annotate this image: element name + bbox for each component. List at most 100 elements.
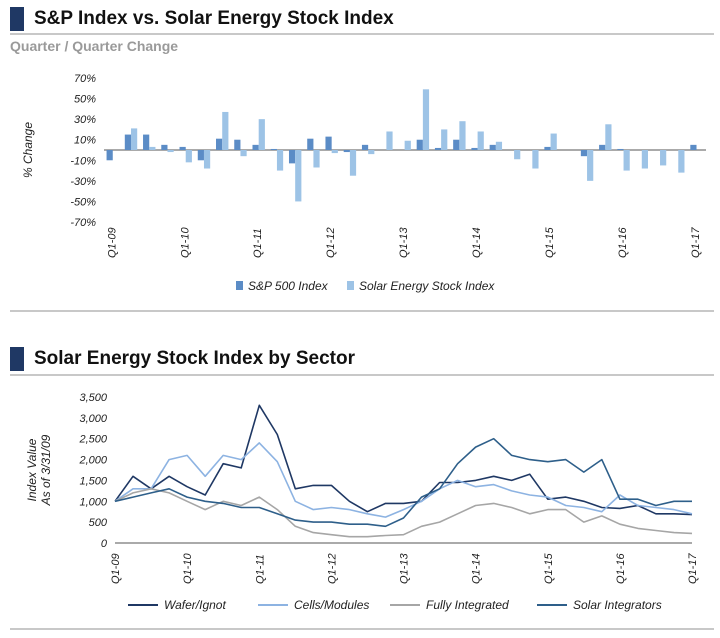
bar-sp500: [143, 134, 150, 150]
bar-solar-index: [130, 128, 138, 150]
bar-solar-index: [532, 150, 539, 169]
section-title: S&P Index vs. Solar Energy Stock Index: [34, 8, 394, 29]
bar-sp500: [471, 147, 478, 150]
bar-sp500: [124, 134, 131, 150]
bar-chart-quarterly-change: 70% 50% 30% 10% -10% -30% -50% -70% Q1-09 Q1-10 Q1…: [21, 73, 706, 293]
divider: [10, 628, 714, 630]
bar-solar-index: [203, 150, 211, 169]
bar-solar-index: [678, 150, 685, 173]
bar-solar-index: [185, 150, 192, 163]
bar-solar-index: [295, 150, 302, 202]
bar-solar-index: [587, 150, 594, 181]
y-tick-label: 500: [89, 517, 108, 529]
y-tick-label: 2,000: [78, 455, 107, 467]
bar-solar-index: [258, 119, 265, 150]
section-title: Solar Energy Stock Index by Sector: [34, 348, 355, 369]
y-tick-label: 70%: [74, 73, 96, 85]
legend-fully-integrated-label: Fully Integrated: [426, 598, 509, 612]
legend-cells-modules-label: Cells/Modules: [294, 598, 369, 612]
y-axis-title: % Change: [21, 122, 35, 178]
legend-label-solar-index: Solar Energy Stock Index: [359, 279, 495, 293]
x-tick-label: Q1-13: [399, 553, 411, 584]
x-tick-label: Q1-10: [182, 553, 194, 584]
bar-sp500: [416, 139, 423, 150]
series-line-wafer-ignot: [114, 404, 693, 516]
bar-solar-index: [331, 150, 338, 154]
bar-sp500: [325, 136, 332, 150]
x-tick-label: Q1-13: [398, 227, 410, 258]
y-tick-label: -10%: [70, 155, 96, 167]
x-tick-label: Q1-16: [617, 227, 629, 258]
y-tick-label: -30%: [70, 176, 96, 188]
bar-sp500: [617, 148, 624, 150]
y-tick-label: 2,500: [78, 434, 107, 446]
bar-solar-index: [550, 133, 557, 150]
bar-solar-index: [368, 150, 375, 155]
bar-solar-index: [495, 141, 503, 150]
x-tick-label: Q1-15: [543, 553, 555, 584]
bar-sp500: [288, 150, 296, 164]
y-tick-label: -70%: [70, 217, 96, 229]
legend-solar-integrators-label: Solar Integrators: [573, 598, 662, 612]
y-tick-label: 1,500: [79, 475, 107, 487]
section-subtitle: Quarter / Quarter Change: [10, 38, 179, 54]
x-tick-label: Q1-17: [687, 553, 699, 584]
y-tick-label: 3,000: [79, 413, 107, 425]
bar-solar-index: [623, 150, 630, 171]
x-tick-label: Q1-11: [254, 554, 266, 584]
y-tick-label: 0: [101, 538, 108, 550]
bar-sp500: [489, 144, 496, 150]
bar-solar-index: [477, 131, 484, 150]
x-tick-label: Q1-14: [471, 227, 483, 258]
bar-sp500: [453, 139, 460, 150]
bar-sp500: [252, 144, 259, 150]
legend-swatch-solar-index: [347, 281, 354, 290]
bar-solar-index: [441, 129, 448, 150]
divider: [10, 310, 714, 312]
bar-sp500: [343, 150, 350, 153]
series-line-cells-modules: [114, 442, 693, 518]
bar-solar-index: [404, 140, 411, 150]
bar-solar-index: [276, 150, 284, 171]
x-tick-label: Q1-10: [179, 227, 191, 258]
section-header-index-comparison: S&P Index vs. Solar Energy Stock Index: [10, 6, 394, 32]
bar-sp500: [234, 139, 241, 150]
legend-label-sp500: S&P 500 Index: [248, 279, 329, 293]
bar-solar-index: [167, 150, 174, 153]
bar-sp500: [270, 148, 277, 150]
bar-solar-index: [422, 89, 430, 150]
header-accent-bar: [10, 347, 24, 371]
y-tick-label: -50%: [70, 196, 96, 208]
bar-sp500: [216, 138, 223, 150]
bar-solar-index: [386, 131, 393, 150]
y-tick-label: 50%: [74, 94, 96, 106]
bar-sp500: [106, 150, 113, 161]
x-tick-label: Q1-12: [326, 553, 338, 584]
bar-solar-index: [459, 121, 466, 150]
x-tick-label: Q1-09: [106, 227, 118, 258]
series-line-fully-integrated: [114, 487, 693, 538]
series-line-solar-integrators: [114, 437, 692, 528]
legend-wafer-ignot-label: Wafer/Ignot: [164, 598, 226, 612]
y-tick-label: 1,000: [79, 496, 107, 508]
bar-sp500: [361, 144, 369, 150]
bar-solar-index: [660, 150, 667, 166]
x-tick-label: Q1-12: [325, 227, 337, 258]
bar-solar-index: [605, 124, 612, 150]
x-tick-label: Q1-09: [110, 553, 122, 584]
bar-sp500: [179, 146, 186, 150]
x-tick-label: Q1-14: [471, 553, 483, 584]
x-tick-label: Q1-17: [690, 227, 702, 258]
bar-sp500: [161, 144, 168, 150]
divider: [10, 374, 714, 376]
bar-solar-index: [222, 111, 229, 150]
legend-swatch-sp500: [236, 281, 243, 290]
divider: [10, 33, 714, 35]
bar-sp500: [690, 144, 697, 150]
section-header-sector-index: Solar Energy Stock Index by Sector: [10, 346, 355, 372]
bar-solar-index: [313, 150, 320, 168]
x-tick-label: Q1-15: [544, 227, 556, 258]
header-accent-bar: [10, 7, 24, 31]
bar-solar-index: [641, 150, 648, 169]
